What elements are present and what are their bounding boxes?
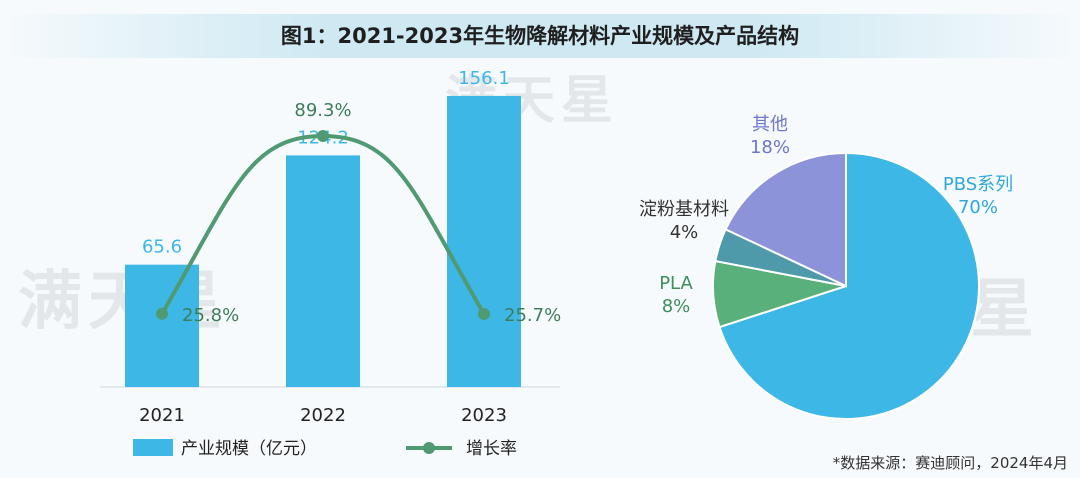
pie-slice-percent: 4% [670,222,699,243]
chart-title: 图1：2021-2023年生物降解材料产业规模及产品结构 [280,24,800,48]
source-note: *数据来源：赛迪顾问，2024年4月 [832,454,1068,472]
x-tick-label: 2023 [461,405,507,426]
legend-label-line: 增长率 [466,439,517,459]
legend-swatch-bar [133,439,173,456]
growth-label: 89.3% [294,100,351,121]
bar-value-label: 65.6 [142,237,182,258]
pie-slice-percent: 70% [958,197,998,218]
growth-label: 25.7% [504,305,561,326]
pie-slice-name: 其他 [752,114,788,135]
pie-slice-name: 淀粉基材料 [639,199,729,220]
bar [125,264,199,387]
title-band [0,14,1080,58]
pie-slice [724,151,847,288]
bar [447,95,521,388]
growth-point [478,308,490,321]
pie-slice [718,151,980,420]
legend-swatch-point [423,442,435,454]
pie-slice-percent: 18% [750,137,790,158]
pie-slice-name: PBS系列 [943,174,1013,195]
pie-slice-name: PLA [659,273,693,294]
growth-label: 25.8% [182,305,239,326]
growth-point [317,130,329,142]
x-tick-label: 2021 [139,405,185,426]
x-tick-label: 2022 [300,405,346,426]
bar [286,155,360,387]
bar-value-label: 156.1 [458,68,510,89]
growth-point [156,307,168,320]
legend-label-bar: 产业规模（亿元） [181,439,317,459]
pie-slice-percent: 8% [662,296,691,317]
